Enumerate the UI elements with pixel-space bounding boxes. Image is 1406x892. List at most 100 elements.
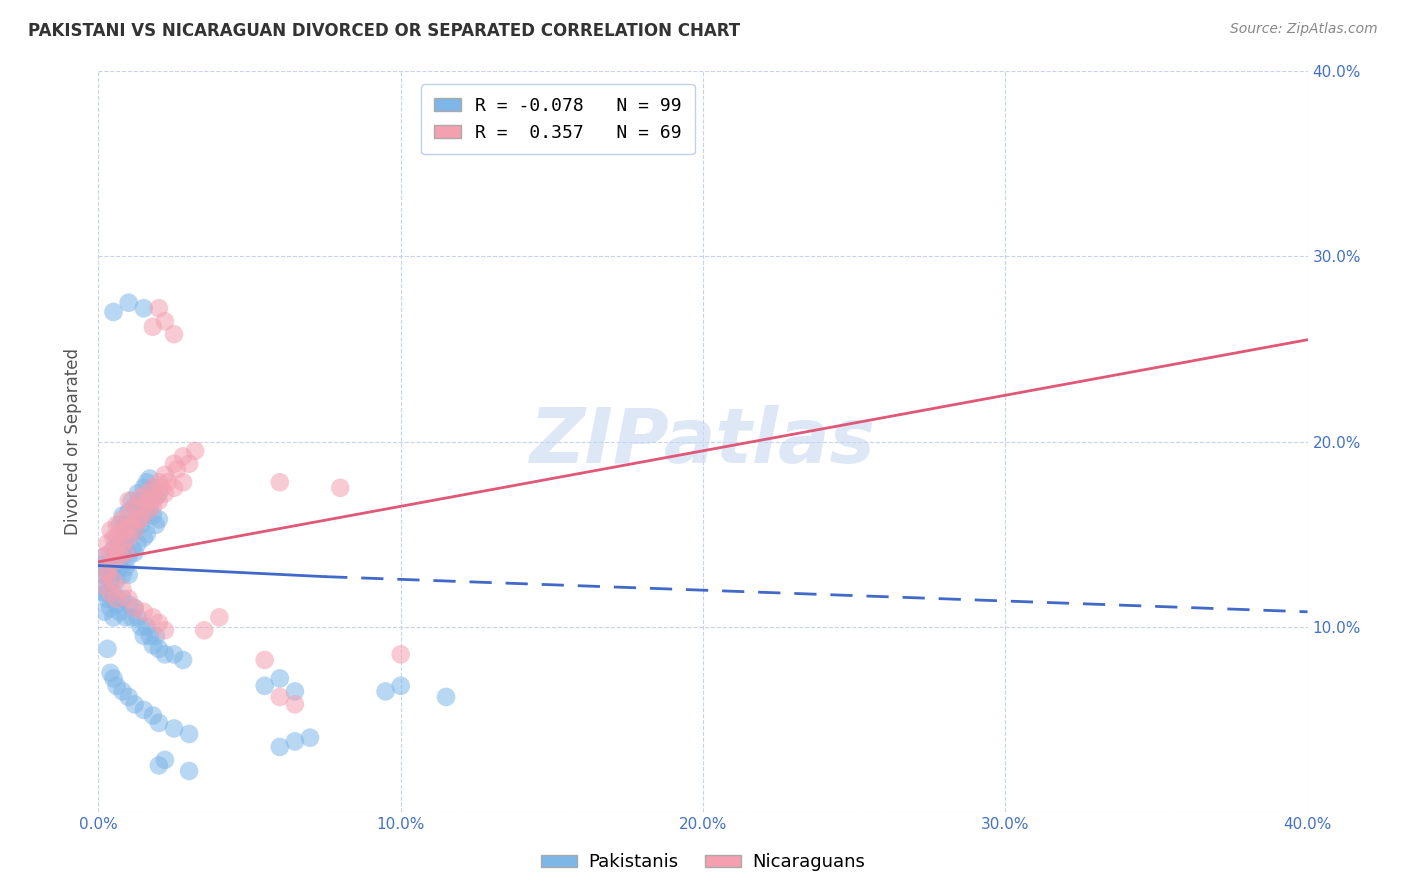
Point (114, 610, 136, 624)
Point (172, 653, 194, 667)
Point (163, 327, 186, 342)
Point (184, 443, 207, 458)
Point (96, 586, 118, 600)
Point (166, 462, 188, 476)
Point (103, 305, 125, 319)
Point (105, 574, 128, 588)
Point (148, 758, 170, 772)
Point (299, 731, 322, 745)
Point (142, 500, 165, 514)
Point (145, 629, 167, 643)
Point (153, 648, 176, 662)
Point (150, 481, 173, 495)
Point (127, 610, 149, 624)
Point (142, 319, 165, 334)
Point (269, 739, 291, 754)
Point (284, 684, 307, 698)
Point (96, 564, 118, 578)
Point (153, 753, 176, 767)
Point (153, 486, 176, 500)
Text: Source: ZipAtlas.com: Source: ZipAtlas.com (1230, 22, 1378, 37)
Point (105, 549, 128, 564)
Point (153, 624, 176, 638)
Point (139, 472, 162, 486)
Point (163, 648, 186, 662)
Point (139, 493, 162, 508)
Point (132, 703, 155, 717)
Point (114, 517, 136, 532)
Legend: R = -0.078   N = 99, R =  0.357   N = 69: R = -0.078 N = 99, R = 0.357 N = 69 (422, 84, 695, 154)
Point (153, 314, 176, 328)
Point (124, 601, 146, 615)
Point (93, 586, 115, 600)
Point (108, 549, 131, 564)
Point (108, 517, 131, 532)
Point (93, 579, 115, 593)
Point (100, 601, 122, 615)
Point (135, 505, 157, 519)
Point (121, 610, 143, 624)
Point (105, 531, 128, 545)
Point (90, 567, 112, 582)
Point (135, 475, 157, 490)
Point (114, 545, 136, 560)
Point (111, 591, 134, 606)
Point (129, 517, 152, 532)
Point (148, 615, 170, 630)
Text: ZIPatlas: ZIPatlas (530, 405, 876, 478)
Point (111, 512, 134, 526)
Point (118, 531, 141, 545)
Point (93, 605, 115, 619)
Point (163, 481, 186, 495)
Point (142, 610, 165, 624)
Point (132, 605, 155, 619)
Point (111, 536, 134, 550)
Point (96, 567, 118, 582)
Point (139, 500, 162, 514)
Point (121, 541, 143, 556)
Point (156, 475, 179, 490)
Point (139, 629, 162, 643)
Point (135, 619, 157, 633)
Point (179, 764, 201, 778)
Point (118, 505, 141, 519)
Point (269, 475, 291, 490)
Point (96, 536, 118, 550)
Point (100, 545, 122, 560)
Point (118, 567, 141, 582)
Point (145, 490, 167, 504)
Point (114, 560, 136, 574)
Point (118, 598, 141, 612)
Point (179, 727, 201, 741)
Point (253, 653, 276, 667)
Point (179, 457, 201, 471)
Point (111, 567, 134, 582)
Point (148, 715, 170, 730)
Point (269, 690, 291, 704)
Point (124, 500, 146, 514)
Point (129, 512, 152, 526)
Point (142, 481, 165, 495)
Point (118, 493, 141, 508)
Point (105, 598, 128, 612)
Point (129, 619, 152, 633)
Point (135, 486, 157, 500)
Point (132, 531, 155, 545)
Point (142, 481, 165, 495)
Point (118, 591, 141, 606)
Point (124, 524, 146, 538)
Point (103, 672, 125, 686)
Point (163, 722, 186, 736)
Point (148, 301, 170, 316)
Point (103, 541, 125, 556)
Point (111, 549, 134, 564)
Point (100, 586, 122, 600)
Point (105, 541, 128, 556)
Text: PAKISTANI VS NICARAGUAN DIVORCED OR SEPARATED CORRELATION CHART: PAKISTANI VS NICARAGUAN DIVORCED OR SEPA… (28, 22, 740, 40)
Point (148, 493, 170, 508)
Point (96, 567, 118, 582)
Point (129, 490, 152, 504)
Point (193, 624, 215, 638)
Point (114, 541, 136, 556)
Point (103, 531, 125, 545)
